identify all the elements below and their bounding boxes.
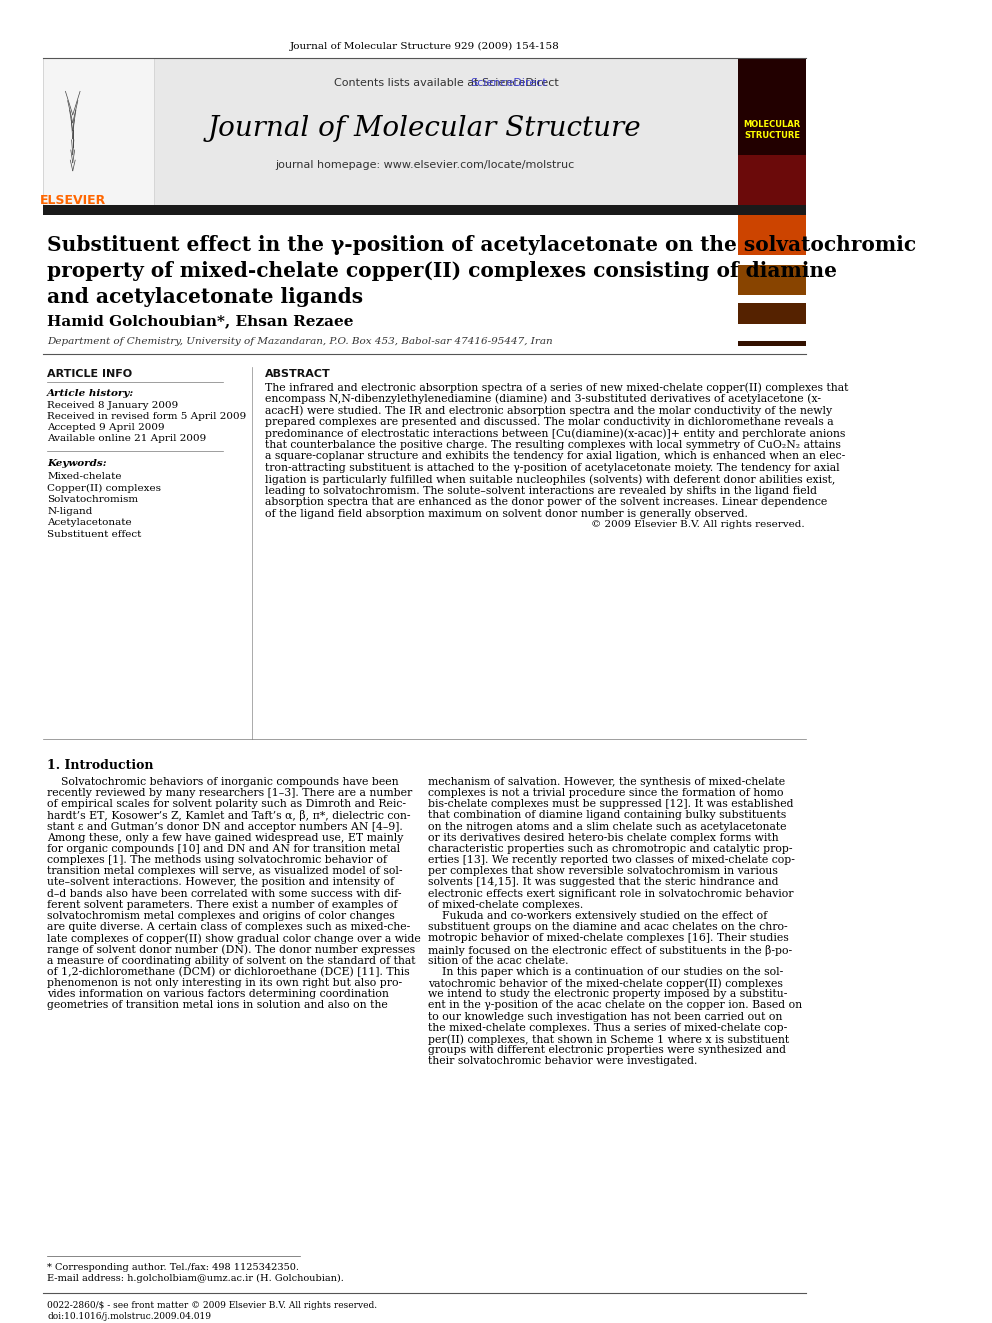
Text: geometries of transition metal ions in solution and also on the: geometries of transition metal ions in s… <box>47 1000 388 1011</box>
Text: In this paper which is a continuation of our studies on the sol-: In this paper which is a continuation of… <box>428 967 784 976</box>
Text: Accepted 9 April 2009: Accepted 9 April 2009 <box>47 423 165 433</box>
Text: Contents lists available at ScienceDirect: Contents lists available at ScienceDirec… <box>333 78 565 87</box>
Text: leading to solvatochromism. The solute–solvent interactions are revealed by shif: leading to solvatochromism. The solute–s… <box>265 486 817 496</box>
Text: a measure of coordinating ability of solvent on the standard of that: a measure of coordinating ability of sol… <box>47 955 416 966</box>
Text: phenomenon is not only interesting in its own right but also pro-: phenomenon is not only interesting in it… <box>47 978 402 988</box>
Text: Acetylacetonate: Acetylacetonate <box>47 519 132 527</box>
Text: © 2009 Elsevier B.V. All rights reserved.: © 2009 Elsevier B.V. All rights reserved… <box>591 520 805 529</box>
Text: a square-coplanar structure and exhibits the tendency for axial ligation, which : a square-coplanar structure and exhibits… <box>265 451 845 462</box>
Text: Copper(II) complexes: Copper(II) complexes <box>47 484 161 493</box>
Text: that combination of diamine ligand containing bulky substituents: that combination of diamine ligand conta… <box>428 810 787 820</box>
Text: the mixed-chelate complexes. Thus a series of mixed-chelate cop-: the mixed-chelate complexes. Thus a seri… <box>428 1023 788 1033</box>
Text: Keywords:: Keywords: <box>47 459 107 468</box>
Text: bis-chelate complexes must be suppressed [12]. It was established: bis-chelate complexes must be suppressed… <box>428 799 794 810</box>
Text: ScienceDirect: ScienceDirect <box>471 78 548 87</box>
Text: ute–solvent interactions. However, the position and intensity of: ute–solvent interactions. However, the p… <box>47 877 394 888</box>
Bar <box>43 58 154 205</box>
Text: MOLECULAR
STRUCTURE: MOLECULAR STRUCTURE <box>743 120 801 140</box>
Text: characteristic properties such as chromotropic and catalytic prop-: characteristic properties such as chromo… <box>428 844 793 853</box>
Text: groups with different electronic properties were synthesized and: groups with different electronic propert… <box>428 1045 786 1056</box>
Text: Hamid Golchoubian*, Ehsan Rezaee: Hamid Golchoubian*, Ehsan Rezaee <box>47 315 353 328</box>
Text: electronic effects exert significant role in solvatochromic behavior: electronic effects exert significant rol… <box>428 889 794 898</box>
Bar <box>738 214 806 254</box>
Text: we intend to study the electronic property imposed by a substitu-: we intend to study the electronic proper… <box>428 990 788 999</box>
Text: or its derivatives desired hetero-bis chelate complex forms with: or its derivatives desired hetero-bis ch… <box>428 832 779 843</box>
Bar <box>738 155 806 205</box>
Text: complexes is not a trivial procedure since the formation of homo: complexes is not a trivial procedure sin… <box>428 789 784 798</box>
Text: acacH) were studied. The IR and electronic absorption spectra and the molar cond: acacH) were studied. The IR and electron… <box>265 405 832 415</box>
Text: doi:10.1016/j.molstruc.2009.04.019: doi:10.1016/j.molstruc.2009.04.019 <box>47 1312 211 1320</box>
Text: journal homepage: www.elsevier.com/locate/molstruc: journal homepage: www.elsevier.com/locat… <box>275 160 574 169</box>
Text: Among these, only a few have gained widespread use, EΤ mainly: Among these, only a few have gained wide… <box>47 832 404 843</box>
Text: range of solvent donor number (DN). The donor number expresses: range of solvent donor number (DN). The … <box>47 945 416 955</box>
Text: solvatochromism metal complexes and origins of color changes: solvatochromism metal complexes and orig… <box>47 912 395 921</box>
Text: encompass N,N-dibenzylethylenediamine (diamine) and 3-substituted derivatives of: encompass N,N-dibenzylethylenediamine (d… <box>265 394 821 405</box>
Text: E-mail address: h.golcholbiam@umz.ac.ir (H. Golchoubian).: E-mail address: h.golcholbiam@umz.ac.ir … <box>47 1274 344 1283</box>
Text: mainly focused on the electronic effect of substituents in the β-po-: mainly focused on the electronic effect … <box>428 945 792 955</box>
Text: Solvatochromic behaviors of inorganic compounds have been: Solvatochromic behaviors of inorganic co… <box>47 777 399 787</box>
Text: substituent groups on the diamine and acac chelates on the chro-: substituent groups on the diamine and ac… <box>428 922 788 933</box>
Text: Substituent effect: Substituent effect <box>47 529 142 538</box>
Bar <box>43 58 806 205</box>
Text: tron-attracting substituent is attached to the γ-position of acetylacetonate moi: tron-attracting substituent is attached … <box>265 463 840 472</box>
Text: of 1,2-dichloromethane (DCM) or dichloroethane (DCE) [11]. This: of 1,2-dichloromethane (DCM) or dichloro… <box>47 967 410 978</box>
Text: Solvatochromism: Solvatochromism <box>47 495 138 504</box>
Text: vatochromic behavior of the mixed-chelate copper(II) complexes: vatochromic behavior of the mixed-chelat… <box>428 978 783 988</box>
Text: on the nitrogen atoms and a slim chelate such as acetylacetonate: on the nitrogen atoms and a slim chelate… <box>428 822 787 832</box>
Text: Article history:: Article history: <box>47 389 134 398</box>
Text: Journal of Molecular Structure 929 (2009) 154-158: Journal of Molecular Structure 929 (2009… <box>290 42 559 52</box>
Text: Department of Chemistry, University of Mazandaran, P.O. Box 453, Babol-sar 47416: Department of Chemistry, University of M… <box>47 337 553 347</box>
Text: transition metal complexes will serve, as visualized model of sol-: transition metal complexes will serve, a… <box>47 867 403 876</box>
Text: complexes [1]. The methods using solvatochromic behavior of: complexes [1]. The methods using solvato… <box>47 855 387 865</box>
Bar <box>738 303 806 324</box>
Text: their solvatochromic behavior were investigated.: their solvatochromic behavior were inves… <box>428 1056 697 1066</box>
Bar <box>43 205 806 214</box>
Text: ferent solvent parameters. There exist a number of examples of: ferent solvent parameters. There exist a… <box>47 900 398 910</box>
Text: * Corresponding author. Tel./fax: 498 1125342350.: * Corresponding author. Tel./fax: 498 11… <box>47 1263 299 1271</box>
Text: Received 8 January 2009: Received 8 January 2009 <box>47 401 179 410</box>
Text: motropic behavior of mixed-chelate complexes [16]. Their studies: motropic behavior of mixed-chelate compl… <box>428 933 789 943</box>
Text: Journal of Molecular Structure: Journal of Molecular Structure <box>207 115 642 142</box>
Text: of mixed-chelate complexes.: of mixed-chelate complexes. <box>428 900 583 910</box>
Text: ligation is particularly fulfilled when suitable nucleophiles (solvents) with de: ligation is particularly fulfilled when … <box>265 474 835 484</box>
Text: erties [13]. We recently reported two classes of mixed-chelate cop-: erties [13]. We recently reported two cl… <box>428 855 795 865</box>
Text: late complexes of copper(II) show gradual color change over a wide: late complexes of copper(II) show gradua… <box>47 933 421 943</box>
Bar <box>738 265 806 295</box>
Text: absorption spectra that are enhanced as the donor power of the solvent increases: absorption spectra that are enhanced as … <box>265 497 827 507</box>
Text: vides information on various factors determining coordination: vides information on various factors det… <box>47 990 389 999</box>
Bar <box>738 341 806 347</box>
Text: per(II) complexes, that shown in Scheme 1 where x is substituent: per(II) complexes, that shown in Scheme … <box>428 1035 789 1045</box>
Text: ARTICLE INFO: ARTICLE INFO <box>47 369 132 380</box>
Text: prepared complexes are presented and discussed. The molar conductivity in dichlo: prepared complexes are presented and dis… <box>265 417 834 427</box>
Text: for organic compounds [10] and DN and AN for transition metal: for organic compounds [10] and DN and AN… <box>47 844 400 853</box>
Text: hardt’s EΤ, Kosower’s Z, Kamlet and Taft’s α, β, π*, dielectric con-: hardt’s EΤ, Kosower’s Z, Kamlet and Taft… <box>47 810 411 822</box>
Text: d–d bands also have been correlated with some success with dif-: d–d bands also have been correlated with… <box>47 889 402 898</box>
Text: to our knowledge such investigation has not been carried out on: to our knowledge such investigation has … <box>428 1012 783 1021</box>
Text: per complexes that show reversible solvatochromism in various: per complexes that show reversible solva… <box>428 867 778 876</box>
Text: ent in the γ-position of the acac chelate on the copper ion. Based on: ent in the γ-position of the acac chelat… <box>428 1000 803 1011</box>
Text: are quite diverse. A certain class of complexes such as mixed-che-: are quite diverse. A certain class of co… <box>47 922 411 933</box>
Text: stant ε and Gutman’s donor DN and acceptor numbers AN [4–9].: stant ε and Gutman’s donor DN and accept… <box>47 822 403 832</box>
Text: that counterbalance the positive charge. The resulting complexes with local symm: that counterbalance the positive charge.… <box>265 439 841 450</box>
Text: recently reviewed by many researchers [1–3]. There are a number: recently reviewed by many researchers [1… <box>47 789 413 798</box>
Text: mechanism of salvation. However, the synthesis of mixed-chelate: mechanism of salvation. However, the syn… <box>428 777 785 787</box>
Text: ABSTRACT: ABSTRACT <box>265 369 331 380</box>
Text: Received in revised form 5 April 2009: Received in revised form 5 April 2009 <box>47 413 246 421</box>
Text: Substituent effect in the γ-position of acetylacetonate on the solvatochromic
pr: Substituent effect in the γ-position of … <box>47 234 917 307</box>
Text: of the ligand field absorption maximum on solvent donor number is generally obse: of the ligand field absorption maximum o… <box>265 509 748 519</box>
Text: Fukuda and co-workers extensively studied on the effect of: Fukuda and co-workers extensively studie… <box>428 912 767 921</box>
Text: Mixed-chelate: Mixed-chelate <box>47 472 122 482</box>
Text: 0022-2860/$ - see front matter © 2009 Elsevier B.V. All rights reserved.: 0022-2860/$ - see front matter © 2009 El… <box>47 1301 377 1310</box>
Text: N-ligand: N-ligand <box>47 507 92 516</box>
Text: ELSEVIER: ELSEVIER <box>40 193 106 206</box>
Text: predominance of electrostatic interactions between [Cu(diamine)(x-acac)]+ entity: predominance of electrostatic interactio… <box>265 429 846 439</box>
Text: of empirical scales for solvent polarity such as Dimroth and Reic-: of empirical scales for solvent polarity… <box>47 799 406 810</box>
Bar <box>738 58 806 205</box>
Text: sition of the acac chelate.: sition of the acac chelate. <box>428 955 568 966</box>
Text: Available online 21 April 2009: Available online 21 April 2009 <box>47 434 206 443</box>
Text: The infrared and electronic absorption spectra of a series of new mixed-chelate : The infrared and electronic absorption s… <box>265 382 849 393</box>
Text: 1. Introduction: 1. Introduction <box>47 759 154 771</box>
Text: solvents [14,15]. It was suggested that the steric hindrance and: solvents [14,15]. It was suggested that … <box>428 877 779 888</box>
